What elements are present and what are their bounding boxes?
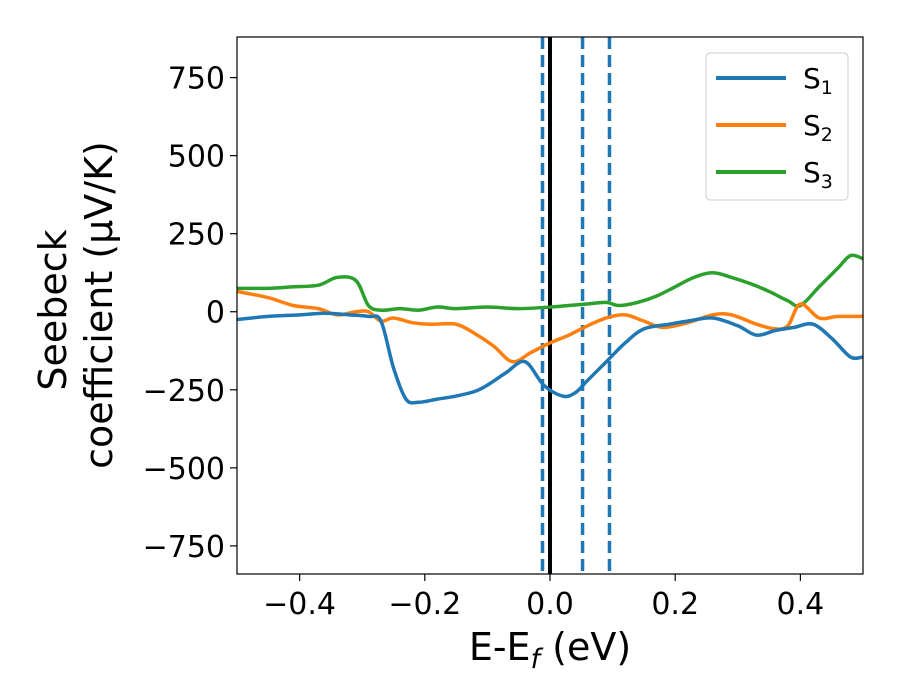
y-tick-label: 500 bbox=[168, 140, 225, 175]
legend-label-s2: S2 bbox=[803, 109, 833, 146]
x-tick-label: 0.4 bbox=[777, 587, 825, 622]
y-tick-label: −500 bbox=[143, 452, 225, 487]
legend-label-s3: S3 bbox=[803, 156, 833, 193]
x-axis-ticks: −0.4 −0.2 0.0 0.2 0.4 bbox=[263, 574, 824, 622]
y-tick-label: 250 bbox=[168, 218, 225, 253]
series-line-s3 bbox=[237, 253, 863, 313]
y-tick-label: −250 bbox=[143, 374, 225, 409]
x-tick-label: −0.2 bbox=[388, 587, 461, 622]
y-axis-label-line1: Seebeck bbox=[31, 229, 75, 390]
y-axis-ticks: 750 500 250 0 −250 −500 −750 bbox=[143, 62, 237, 565]
x-tick-label: 0.2 bbox=[651, 587, 699, 622]
x-tick-label: 0.0 bbox=[526, 587, 574, 622]
series-line-s1 bbox=[237, 311, 863, 405]
x-tick-label: −0.4 bbox=[263, 587, 336, 622]
y-tick-label: 0 bbox=[206, 296, 225, 331]
y-axis-label-line2: coefficient (μV/K) bbox=[77, 141, 121, 469]
y-tick-label: −750 bbox=[143, 530, 225, 565]
y-axis-label: Seebeck coefficient (μV/K) bbox=[31, 141, 121, 469]
y-tick-label: 750 bbox=[168, 62, 225, 97]
series-line-s2 bbox=[237, 289, 863, 364]
series-lines bbox=[237, 253, 863, 405]
legend: S1 S2 S3 bbox=[705, 52, 849, 201]
x-axis-label: E-Ef (eV) bbox=[469, 625, 631, 675]
legend-label-s1: S1 bbox=[803, 62, 833, 99]
